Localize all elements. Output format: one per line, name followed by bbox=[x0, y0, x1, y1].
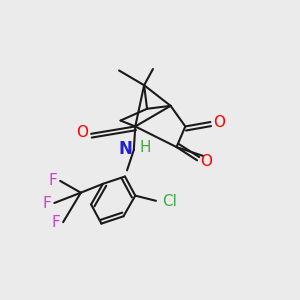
Text: Cl: Cl bbox=[162, 194, 177, 209]
Text: F: F bbox=[51, 214, 60, 230]
Text: F: F bbox=[43, 196, 51, 211]
Text: N: N bbox=[118, 140, 132, 158]
Text: O: O bbox=[213, 115, 225, 130]
Text: O: O bbox=[76, 125, 88, 140]
Text: F: F bbox=[49, 173, 57, 188]
Text: O: O bbox=[200, 154, 212, 169]
Text: H: H bbox=[140, 140, 151, 154]
